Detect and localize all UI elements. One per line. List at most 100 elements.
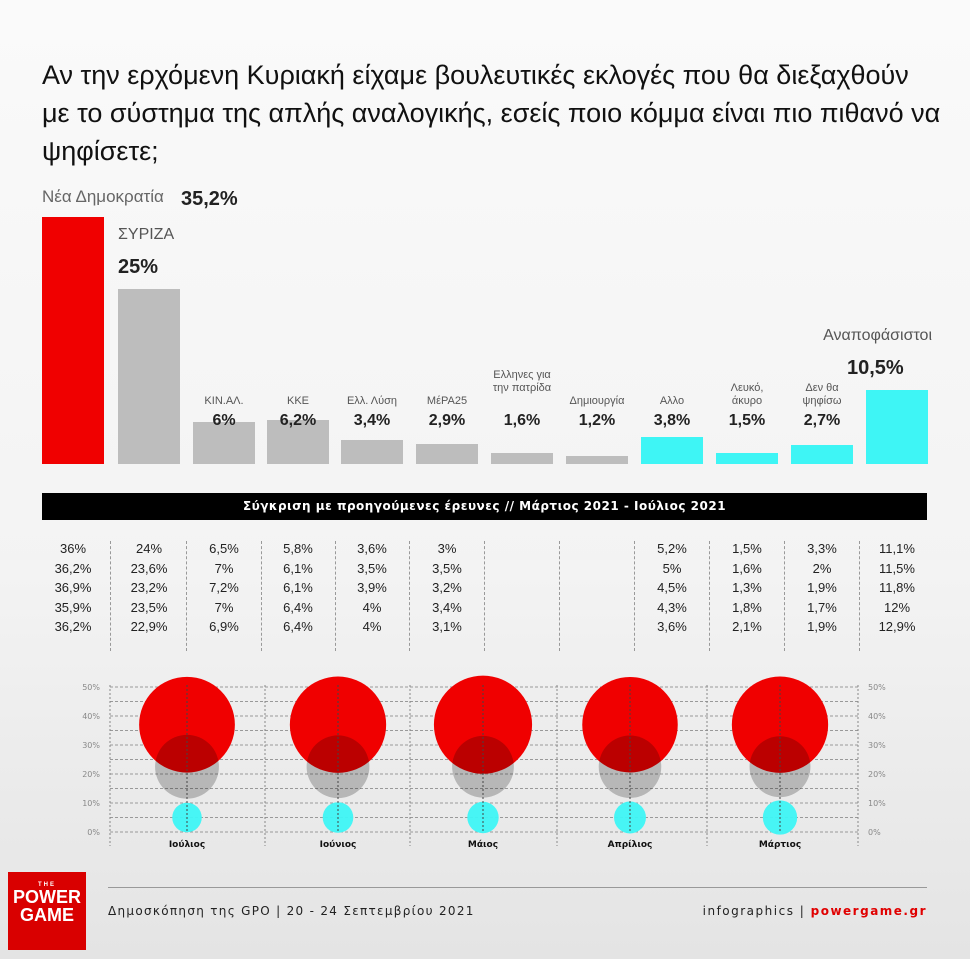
table-cell: 4% (362, 599, 382, 615)
table-cell: 36,2% (54, 619, 92, 634)
y-tick-label: 30% (82, 741, 100, 750)
y-tick-label: 40% (868, 712, 886, 721)
bar-label: Δημιουργία (569, 395, 625, 407)
table-cell: 1,9% (807, 619, 837, 634)
bar-label: Αλλο (659, 395, 685, 407)
column-divider (409, 541, 410, 651)
table-cell: 1,5% (732, 541, 762, 556)
table-cell: 1,3% (732, 580, 762, 595)
table-cell: 6,4% (283, 619, 313, 634)
table-cell: 1,6% (732, 560, 762, 576)
table-cell: 23,5% (130, 599, 168, 615)
table-cell: 3,5% (357, 560, 387, 576)
bubble-chart: 0% 0% 10% 10% 20% 20% 30% 30% 40% 40% 50% 50% Ιούλιο… (82, 675, 886, 850)
table-cell: 1,7% (807, 599, 837, 615)
table-cell: 6,1% (283, 580, 313, 595)
bar-label: Νέα Δημοκρατία (42, 187, 164, 206)
site-link[interactable]: powergame.gr (810, 904, 927, 918)
table-cell: 22,9% (130, 619, 168, 634)
table-cell: 3,6% (657, 619, 687, 634)
table-cell: 3,6% (357, 541, 387, 556)
bar (641, 437, 703, 464)
table-cell: 3,2% (432, 580, 462, 595)
y-tick-label: 0% (87, 828, 100, 837)
table-cell: 3,5% (432, 560, 462, 576)
table-cell: 2% (812, 560, 832, 576)
comparison-header: Σύγκριση με προηγούμενες έρευνες // Μάρτ… (42, 493, 927, 520)
bar (716, 453, 778, 464)
table-cell: 3,1% (432, 619, 462, 634)
column-divider (859, 541, 860, 651)
column-divider (261, 541, 262, 651)
bar (866, 390, 928, 464)
table-cell: 36,9% (54, 580, 92, 595)
bar-value: 6,2% (279, 412, 317, 429)
bar-value: 10,5% (847, 357, 904, 380)
bar-label: ΜέΡΑ25 (426, 395, 468, 407)
bar-value: 1,5% (728, 412, 766, 429)
table-cell: 4% (362, 619, 382, 634)
table-cell: 6,1% (283, 560, 313, 576)
bar (42, 217, 104, 464)
y-tick-label: 20% (82, 770, 100, 779)
y-tick-label: 20% (868, 770, 886, 779)
table-cell: 6,9% (209, 619, 239, 634)
bar-label: ΚΚΕ (286, 395, 309, 407)
table-cell: 11,1% (879, 541, 915, 556)
table-cell: 2,1% (732, 619, 762, 634)
table-cell: 12,9% (878, 619, 916, 634)
table-cell: 35,9% (54, 599, 92, 615)
bar-value: 25% (118, 255, 159, 278)
column-divider (784, 541, 785, 651)
bar (267, 420, 329, 464)
bar-value: 2,7% (803, 412, 841, 429)
y-tick-label: 50% (868, 683, 886, 692)
table-cell: 1,8% (732, 599, 762, 615)
bar-value: 2,9% (428, 412, 466, 429)
footer-divider (108, 887, 927, 888)
table-cell: 24% (135, 541, 163, 556)
bar (566, 455, 628, 464)
month-label: Ιούλιος (169, 840, 205, 850)
table-cell: 4,5% (657, 580, 687, 595)
column-divider (484, 541, 485, 651)
table-cell: 1,9% (807, 580, 837, 595)
bar (791, 445, 853, 464)
table-cell: 5,2% (657, 541, 687, 556)
bar-value: 3,4% (353, 412, 391, 429)
table-cell: 3,9% (357, 580, 387, 595)
table-cell: 3% (437, 541, 457, 556)
table-cell: 7,2% (209, 580, 239, 595)
table-cell: 6,4% (283, 599, 313, 615)
table-cell: 7% (214, 560, 234, 576)
table-cell: 5% (662, 560, 682, 576)
column-divider (634, 541, 635, 651)
table-cell: 36% (59, 541, 87, 556)
bar-label: ΣΥΡΙΖΑ (118, 225, 175, 243)
table-cell: 23,6% (130, 560, 168, 576)
bar (118, 288, 180, 464)
y-tick-label: 10% (82, 799, 100, 808)
bar-value: 6% (212, 412, 236, 429)
table-cell: 3,4% (432, 599, 462, 615)
bar-label: ΚΙΝ.ΑΛ. (204, 395, 244, 407)
bar-value: 35,2% (181, 188, 238, 210)
credit-text: infographics | powergame.gr (702, 904, 927, 918)
column-divider (709, 541, 710, 651)
y-tick-label: 0% (868, 828, 881, 837)
month-label: Μάιος (468, 840, 498, 850)
column-divider (186, 541, 187, 651)
bar-label: Λευκό, άκυρο (730, 382, 764, 407)
month-label: Μάρτιος (759, 840, 801, 850)
table-cell: 11,8% (879, 580, 915, 595)
table-cell: 12% (883, 599, 911, 615)
table-cell: 5,8% (283, 541, 313, 556)
table-cell: 3,3% (807, 541, 837, 556)
bar-label: Δεν θα ψηφίσω (802, 382, 842, 407)
y-tick-label: 50% (82, 683, 100, 692)
bar-value: 1,2% (578, 412, 616, 429)
y-tick-label: 30% (868, 741, 886, 750)
month-label: Ιούνιος (320, 840, 357, 850)
bar (341, 440, 403, 464)
bar-value: 3,8% (653, 412, 691, 429)
